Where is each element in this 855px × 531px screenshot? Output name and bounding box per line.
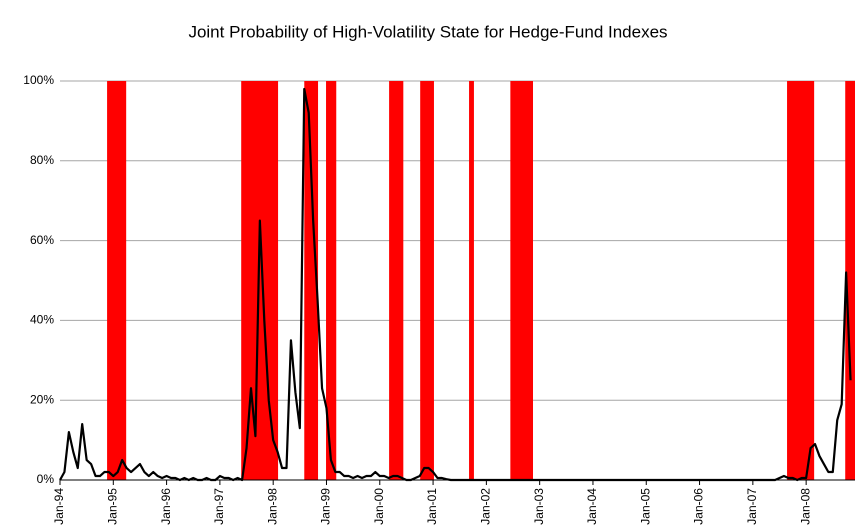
x-tick-label: Jan-00 — [372, 488, 386, 525]
shaded-band — [304, 81, 319, 480]
x-tick-label: Jan-06 — [692, 488, 706, 525]
x-tick-label: Jan-05 — [638, 488, 652, 525]
x-tick-label: Jan-98 — [265, 488, 279, 525]
x-tick-label: Jan-01 — [425, 488, 439, 525]
shaded-band — [845, 81, 855, 480]
shaded-band — [469, 81, 474, 480]
y-tick-label: 60% — [30, 233, 54, 247]
x-tick-label: Jan-94 — [52, 488, 66, 525]
x-tick-label: Jan-97 — [212, 488, 226, 525]
data-line — [59, 87, 852, 482]
shaded-band — [326, 81, 337, 480]
x-tick-label: Jan-02 — [479, 488, 493, 525]
y-tick-label: 80% — [30, 153, 54, 167]
shaded-band — [420, 81, 434, 480]
shaded-band — [389, 81, 404, 480]
x-tick-label: Jan-95 — [105, 488, 119, 525]
y-tick-label: 0% — [37, 472, 55, 486]
shaded-band — [787, 81, 815, 480]
x-tick-label: Jan-07 — [745, 488, 759, 525]
x-tick-label: Jan-04 — [585, 488, 599, 525]
x-tick-label: Jan-96 — [159, 488, 173, 525]
chart-title: Joint Probability of High-Volatility Sta… — [188, 22, 667, 41]
x-tick-label: Jan-08 — [798, 488, 812, 525]
shaded-band — [510, 81, 534, 480]
shaded-band — [107, 81, 127, 480]
x-tick-label: Jan-99 — [319, 488, 333, 525]
y-tick-label: 40% — [30, 313, 54, 327]
y-tick-label: 100% — [23, 73, 54, 87]
x-tick-label: Jan-03 — [532, 488, 546, 525]
y-tick-label: 20% — [30, 392, 54, 406]
